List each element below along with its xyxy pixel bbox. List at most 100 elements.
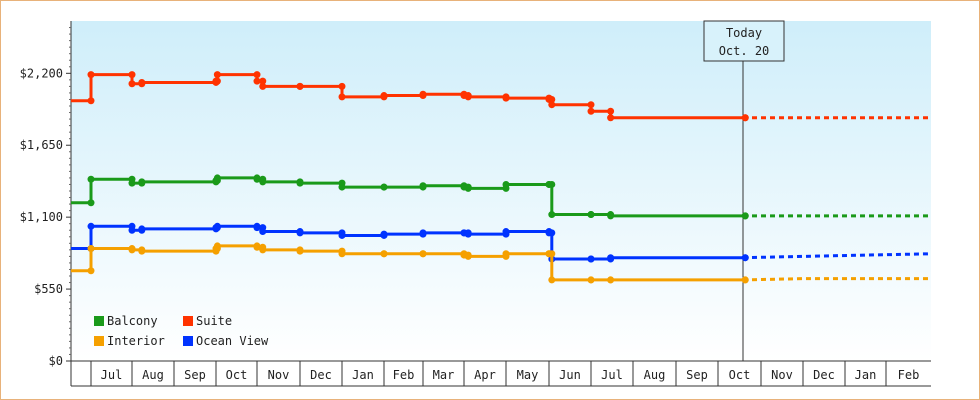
data-point [502,180,510,188]
legend-label: Balcony [107,314,158,328]
data-point [548,101,556,109]
data-point [296,179,304,187]
today-date: Oct. 20 [719,44,770,58]
data-point [296,82,304,90]
x-tick-label: Jan [352,368,374,382]
x-tick-label: Aug [142,368,164,382]
x-tick-label: Feb [898,368,920,382]
x-tick-label: Aug [644,368,666,382]
x-tick-label: Sep [686,368,708,382]
data-point [548,180,556,188]
data-point [253,77,261,85]
x-tick-label: Jul [101,368,123,382]
x-tick-label: May [517,368,539,382]
data-point [380,250,388,258]
data-point [607,254,615,262]
data-point [502,228,510,236]
data-point [259,246,267,254]
x-tick-label: Jun [559,368,581,382]
legend-swatch [183,316,193,326]
data-point [587,107,595,115]
data-point [138,78,146,86]
y-tick-label: $1,650 [20,138,63,152]
data-point [259,77,267,85]
data-point [338,183,346,191]
data-point [87,71,95,79]
legend: Balcony Suite Interior Ocean View [94,314,269,348]
data-point [338,231,346,239]
y-tick-label: $1,100 [20,210,63,224]
data-point [138,225,146,233]
y-tick-label: $0 [49,354,63,368]
data-point [87,97,95,105]
x-tick-label: Dec [310,368,332,382]
data-point [128,226,136,234]
data-point [259,82,267,90]
data-point [213,242,221,250]
plot-area [71,21,931,361]
data-point [607,107,615,115]
data-point [87,267,95,275]
forecast-line-interior [742,277,931,282]
data-point [213,77,221,85]
data-point [259,228,267,236]
y-tick-label: $2,200 [20,66,63,80]
data-point [138,247,146,255]
data-point [128,246,136,254]
data-point [259,178,267,186]
data-point [548,276,556,284]
data-point [128,179,136,187]
data-point [419,250,427,258]
data-point [587,276,595,284]
x-tick-label: Mar [433,368,455,382]
data-point [253,71,261,79]
x-tick-label: Sep [184,368,206,382]
x-tick-label: Jul [601,368,623,382]
x-tick-label: Oct [729,368,751,382]
data-point [587,101,595,109]
data-point [548,211,556,219]
data-point [380,183,388,191]
data-point [607,276,615,284]
data-point [419,229,427,237]
data-point [213,222,221,230]
data-point [253,224,261,232]
data-point [464,184,472,192]
legend-label: Suite [196,314,232,328]
data-point [253,175,261,183]
y-tick-label: $550 [34,282,63,296]
data-point [87,222,95,230]
data-point [128,80,136,88]
legend-label: Ocean View [196,334,269,348]
series-layer [71,71,932,284]
data-point [338,250,346,258]
data-point [338,93,346,101]
data-point [296,229,304,237]
legend-swatch [94,316,104,326]
data-point [548,250,556,258]
data-point [548,95,556,103]
x-tick-label: Dec [813,368,835,382]
data-point [607,212,615,220]
data-point [587,211,595,219]
data-point [128,71,136,79]
data-point [87,175,95,183]
data-point [213,71,221,79]
data-point [607,114,615,122]
data-point [464,93,472,101]
data-point [296,247,304,255]
forecast-line-ocean-view [742,252,932,260]
x-tick-label: Jan [855,368,877,382]
data-point [87,245,95,253]
data-point [213,174,221,182]
legend-label: Interior [107,334,165,348]
data-point [419,182,427,190]
data-point [419,90,427,98]
data-point [338,82,346,90]
data-point [502,94,510,102]
legend-swatch [183,336,193,346]
data-point [502,250,510,258]
data-point [253,243,261,251]
